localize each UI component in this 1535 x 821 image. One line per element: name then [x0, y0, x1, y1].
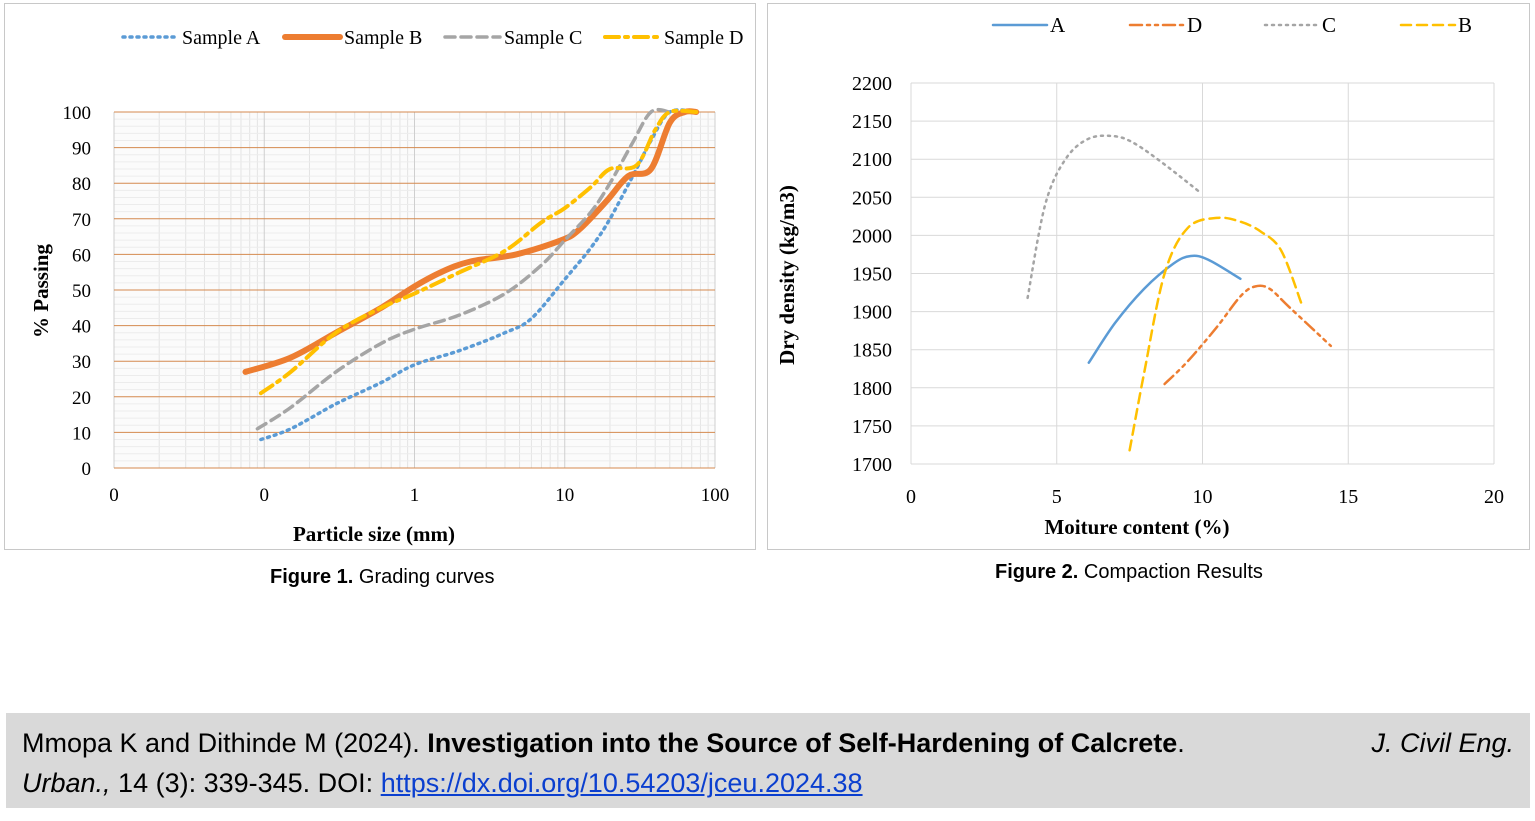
- y-tick-label: 30: [72, 352, 91, 373]
- y-tick-label: 1800: [852, 378, 892, 400]
- citation-journal-b: Urban.,: [22, 768, 111, 798]
- y-tick-label: 40: [72, 317, 91, 338]
- series-line-b: [1128, 216, 1303, 452]
- y-tick-label: 20: [72, 388, 91, 409]
- x-tick-label: 10: [555, 485, 574, 506]
- y-tick-label: 1700: [852, 454, 892, 476]
- y-tick-label: 2200: [852, 73, 892, 95]
- x-tick-label: 10: [1193, 486, 1213, 508]
- x-tick-label: 15: [1338, 486, 1358, 508]
- legend-label-sample-d: Sample D: [664, 27, 743, 49]
- x-axis-title: Moiture content (%): [1044, 515, 1229, 539]
- y-tick-label: 1950: [852, 264, 892, 286]
- series-line-sample-c: [255, 107, 672, 431]
- y-tick-label: 2000: [852, 225, 892, 247]
- y-axis-title: % Passing: [29, 244, 53, 338]
- figure1-caption: Figure 1. Grading curves: [270, 566, 495, 589]
- figure2-caption: Figure 2. Compaction Results: [995, 561, 1263, 584]
- y-tick-label: 2150: [852, 111, 892, 133]
- citation-line-2: Urban., 14 (3): 339-345. DOI: https://dx…: [22, 763, 1514, 803]
- figure1-caption-text: Grading curves: [353, 566, 495, 588]
- citation-details: 14 (3): 339-345. DOI:: [110, 768, 381, 798]
- legend-label-sample-b: Sample B: [344, 27, 422, 49]
- x-tick-label: 100: [701, 485, 730, 506]
- x-tick-label: 20: [1484, 486, 1504, 508]
- legend-label-a: A: [1050, 13, 1066, 37]
- figure2-caption-label: Figure 2.: [995, 561, 1079, 583]
- figure1-panel: 0 10 20 30 40 50 60 70 80 90 100 0 0 1 10 100 Particle s…: [4, 3, 756, 550]
- legend-label-d: D: [1187, 13, 1202, 37]
- citation-authors: Mmopa K and Dithinde M (2024).: [22, 728, 428, 758]
- figure2-caption-text: Compaction Results: [1078, 561, 1263, 583]
- y-tick-label: 2050: [852, 187, 892, 209]
- y-tick-label: 100: [63, 103, 92, 124]
- x-axis-title: Particle size (mm): [293, 522, 455, 546]
- doi-link[interactable]: https://dx.doi.org/10.54203/jceu.2024.38: [380, 768, 863, 798]
- y-tick-label: 1750: [852, 416, 892, 438]
- y-tick-label: 1850: [852, 340, 892, 362]
- y-tick-label: 50: [72, 281, 91, 302]
- y-tick-label: 60: [72, 245, 91, 266]
- x-tick-label: 5: [1052, 486, 1062, 508]
- figure1-caption-label: Figure 1.: [270, 566, 354, 588]
- x-tick-label: 0: [906, 486, 916, 508]
- citation-journal-a: J. Civil Eng.: [1371, 728, 1514, 758]
- legend-label-sample-c: Sample C: [504, 27, 582, 49]
- series-line-d: [1163, 284, 1333, 386]
- y-tick-label: 80: [72, 174, 91, 195]
- x-tick-label: 0: [109, 485, 119, 506]
- y-axis-title: Dry density (kg/m3): [775, 185, 799, 365]
- legend-label-b: B: [1458, 13, 1472, 37]
- legend-label-c: C: [1322, 13, 1336, 37]
- x-tick-label: 1: [410, 485, 420, 506]
- compaction-results-chart: 1700175018001850190019502000205021002150…: [775, 13, 1504, 539]
- citation-line-1: Mmopa K and Dithinde M (2024). Investiga…: [22, 723, 1514, 763]
- series-line-sample-d: [258, 108, 699, 396]
- y-tick-label: 90: [72, 139, 91, 160]
- citation-after-title: .: [1177, 728, 1185, 758]
- figure2-panel: 1700 1750 1800 1850 1900 1950 2000 2050 2100 2150…: [767, 3, 1530, 550]
- citation-title: Investigation into the Source of Self-Ha…: [427, 728, 1178, 758]
- citation-box: Mmopa K and Dithinde M (2024). Investiga…: [6, 713, 1530, 808]
- y-tick-label: 10: [72, 423, 91, 444]
- legend-label-sample-a: Sample A: [182, 27, 261, 49]
- series-line-a: [1087, 254, 1242, 364]
- y-tick-label: 1900: [852, 302, 892, 324]
- citation-main: Mmopa K and Dithinde M (2024). Investiga…: [22, 723, 1185, 763]
- y-tick-label: 0: [82, 459, 92, 480]
- x-tick-label: 0: [260, 485, 270, 506]
- y-tick-label: 70: [72, 210, 91, 231]
- y-tick-label: 2100: [852, 149, 892, 171]
